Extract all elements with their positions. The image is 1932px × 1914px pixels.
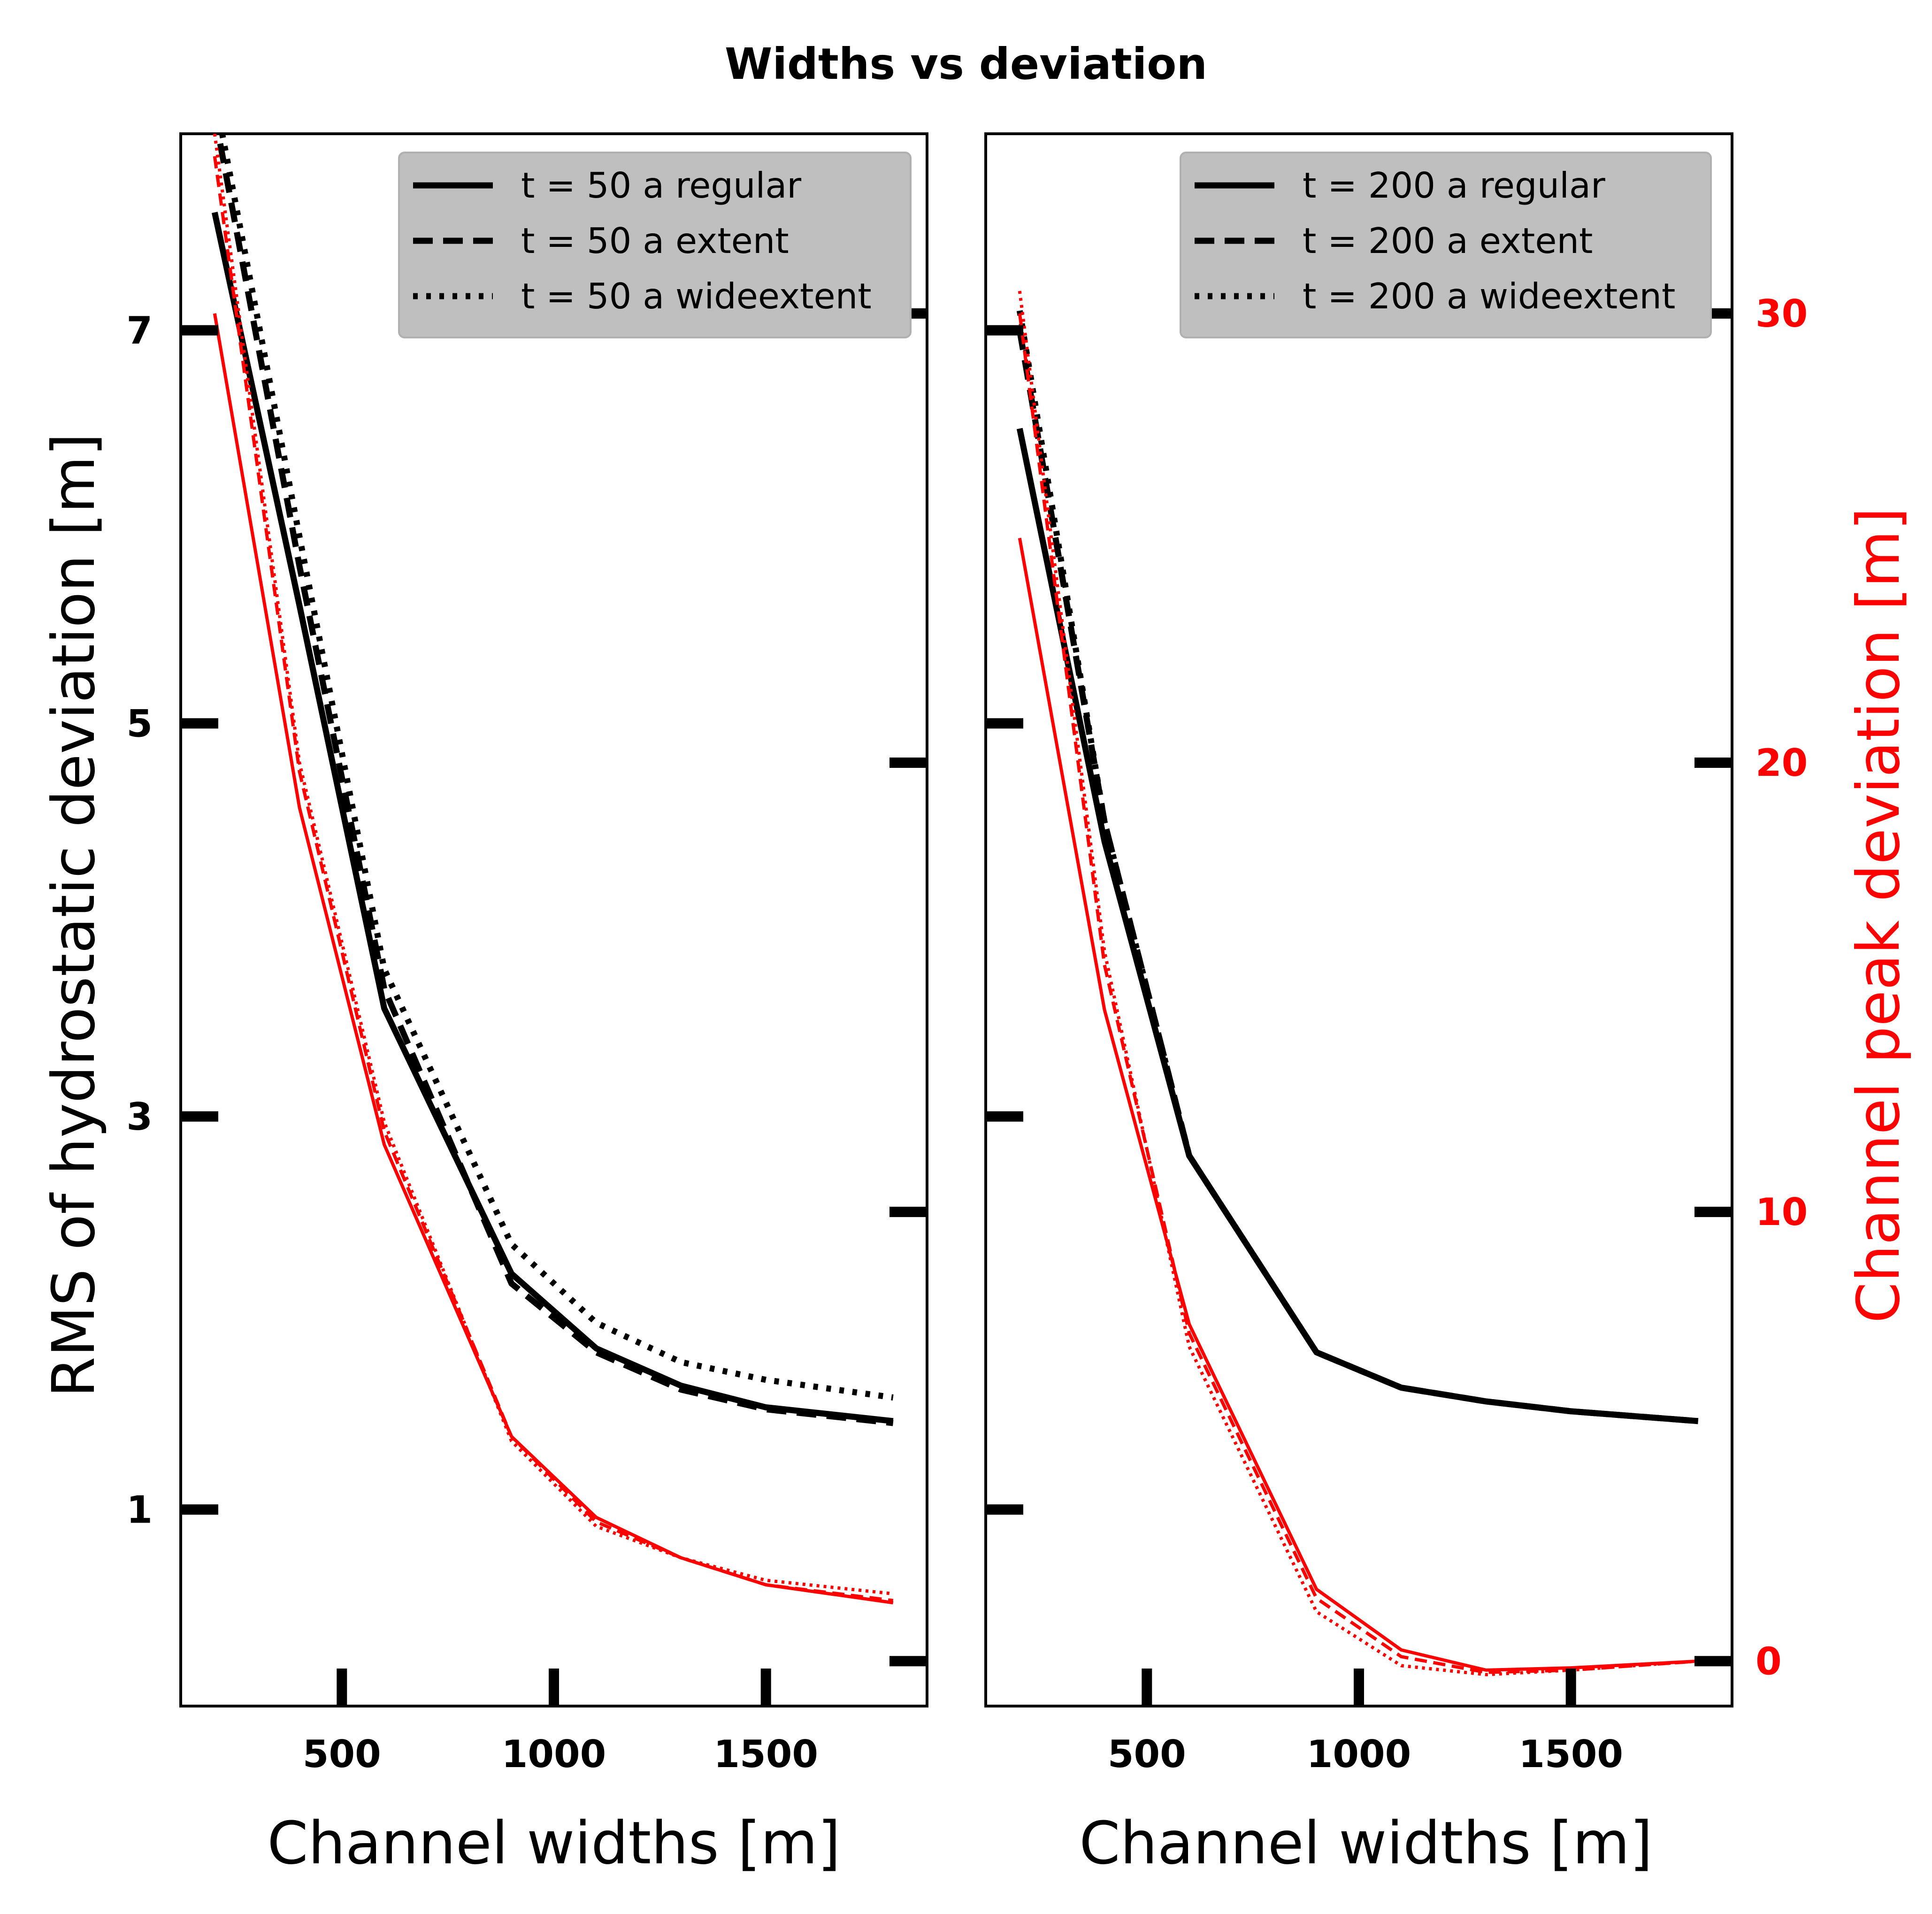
legend-label: t = 200 a extent [1303,220,1593,261]
left-x-axis-label: Channel widths [m] [267,1809,841,1877]
legend: t = 50 a regular t = 50 a extent t = 50 a … [398,152,912,338]
y-tick-label: 5 [126,702,153,745]
series-line-peak-solid [1018,537,1698,1672]
x-tick-label: 1500 [713,1732,818,1776]
y2-tick-label: 10 [1756,1190,1808,1234]
series-line-peak-dotted [1018,291,1698,1677]
y2-tick-label: 0 [1756,1639,1782,1683]
series-group [1016,291,1699,1677]
series-line-peak-dashed [213,156,894,1602]
series-group [211,134,894,1605]
y2-tick-label: 30 [1756,292,1808,336]
y-tick-label: 1 [126,1488,153,1531]
series-line-rms-dashed [215,134,894,1426]
legend-label: t = 50 a wideextent [521,276,872,317]
legend-box [398,152,912,338]
series-line-rms-dashed [1016,329,1699,1424]
figure-title: Widths vs deviation [725,39,1207,89]
left-y-axis-label: RMS of hydrostatic deviation [m] [40,433,108,1398]
right-y2-axis-label: Channel peak deviation [m] [1845,507,1913,1323]
legend-label: t = 200 a wideextent [1303,276,1675,317]
legend-label: t = 50 a extent [521,220,789,261]
legend: t = 200 a regular t = 200 a extent t = 200… [1180,152,1712,338]
x-tick-label: 500 [1108,1732,1186,1776]
series-line-rms-dotted [219,134,894,1401]
x-tick-label: 1000 [1307,1732,1411,1776]
plot-frame [984,132,1733,1707]
legend-box [1180,152,1712,338]
x-tick-label: 1000 [502,1732,606,1776]
x-tick-label: 1500 [1518,1732,1623,1776]
x-tick-label: 500 [303,1732,381,1776]
legend-label: t = 200 a regular [1303,165,1605,206]
right-x-axis-label: Channel widths [m] [1079,1809,1653,1877]
y2-tick-label: 20 [1756,741,1808,785]
legend-label: t = 50 a regular [521,165,801,206]
plot-frame [179,132,928,1707]
y-tick-label: 7 [126,309,153,352]
y-tick-label: 3 [126,1095,153,1139]
